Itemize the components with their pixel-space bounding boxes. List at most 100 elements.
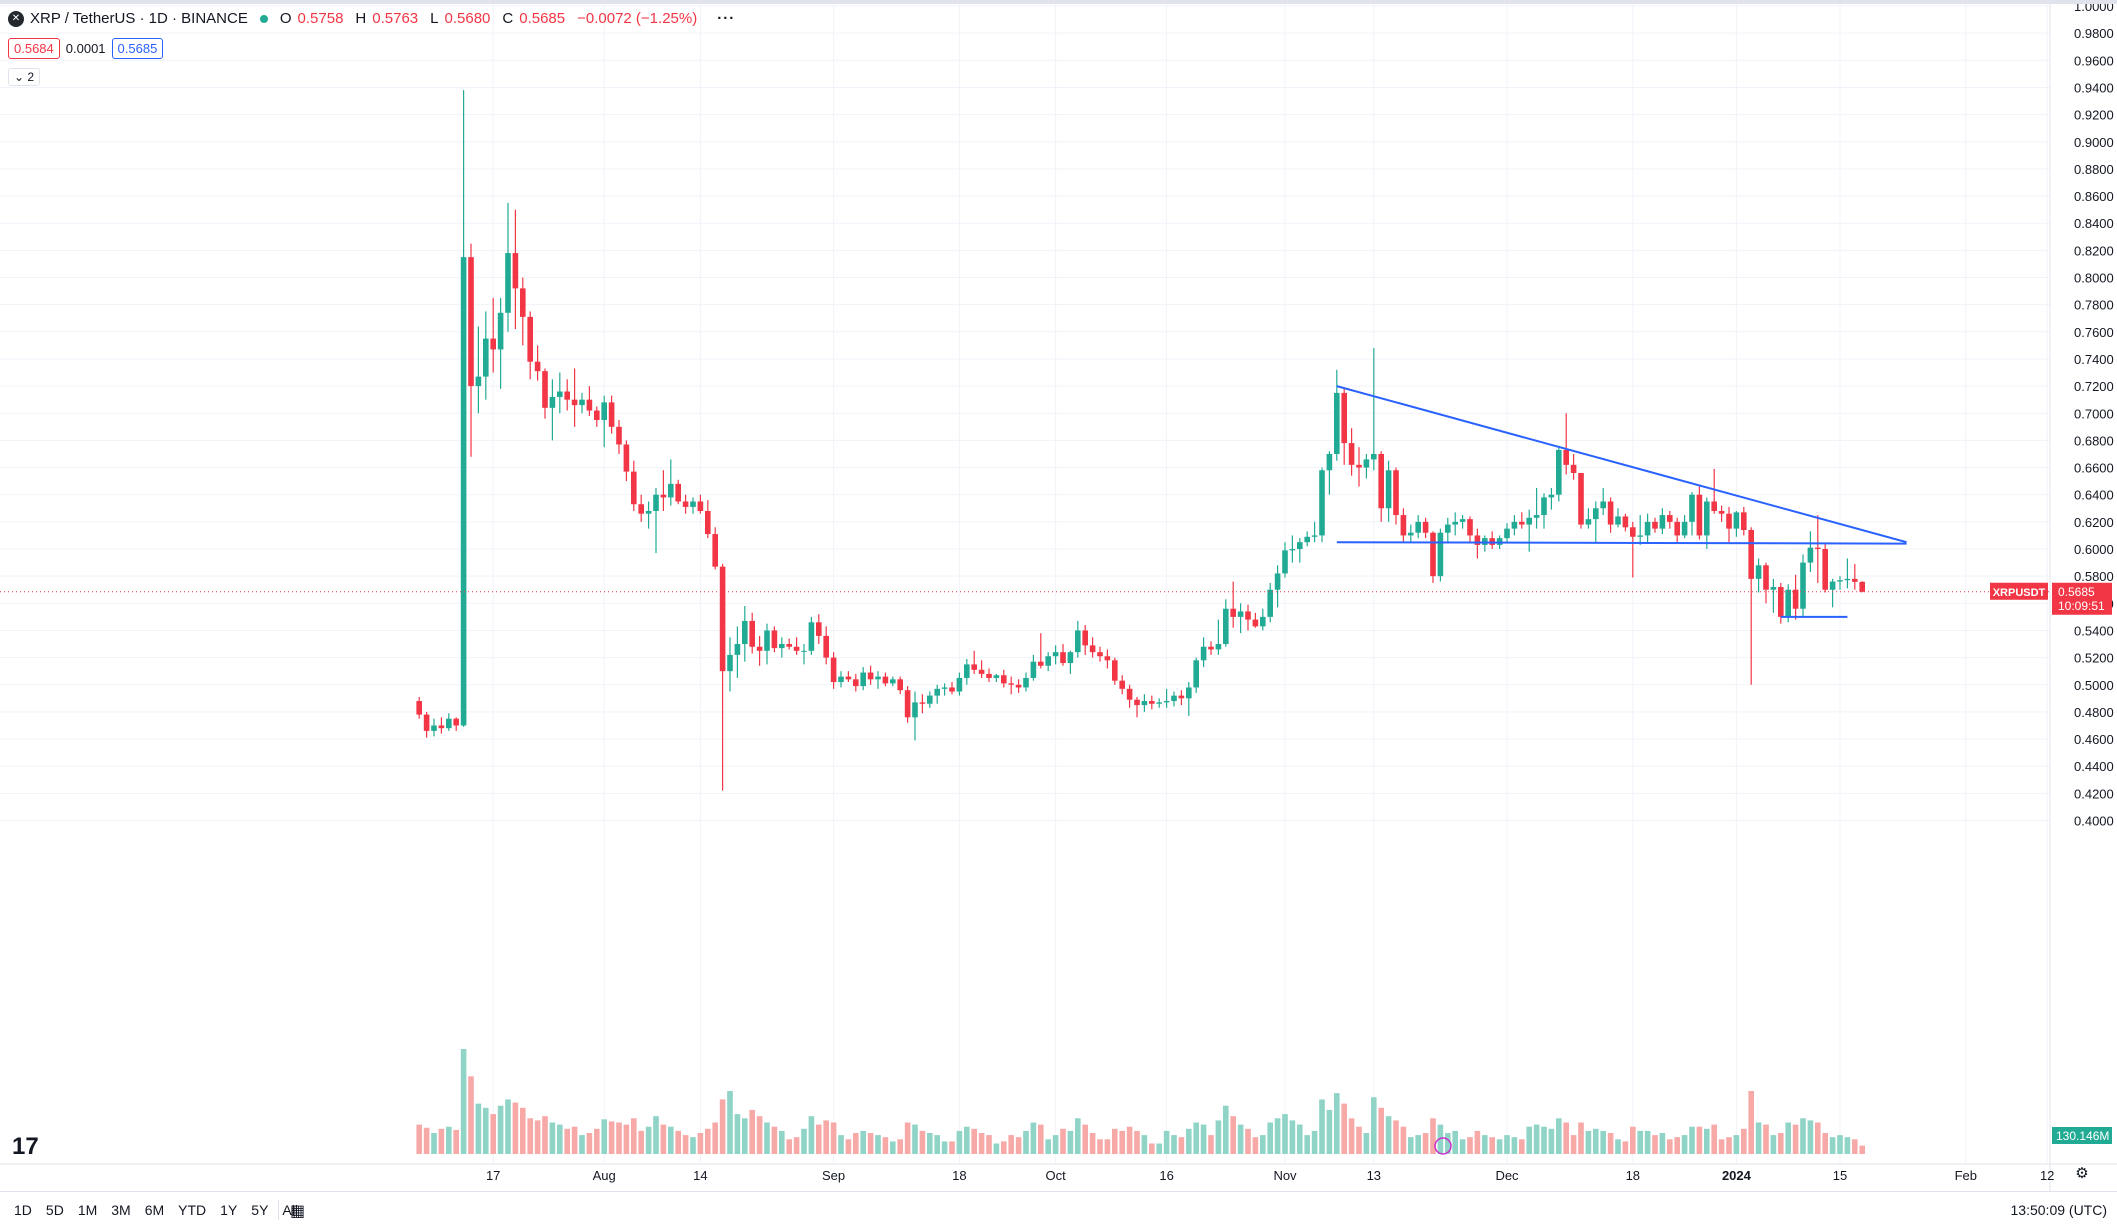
price-tick-label: 0.7400 [2074,352,2114,367]
candle-body [608,402,615,427]
candle [542,368,548,419]
range-6m[interactable]: 6M [144,1202,165,1218]
candle [608,395,615,434]
utc-clock[interactable]: 13:50:09 (UTC) [2010,1202,2107,1218]
volume-bar [779,1130,785,1154]
price-tick-label: 0.7000 [2074,406,2114,421]
volume-bar [1393,1120,1399,1154]
candle [734,626,741,678]
sell-price-button[interactable]: 0.5684 [8,38,60,59]
candle [875,671,881,689]
volume-bar [845,1139,852,1154]
candle [1297,538,1303,563]
candle [638,494,644,522]
candle-body [549,396,556,408]
candle-body [1652,521,1658,529]
candle [1519,512,1525,529]
candle [675,479,681,505]
candle [594,406,600,427]
candle [1304,531,1310,547]
price-tick-label: 0.6000 [2074,542,2114,557]
candle-body [542,371,548,408]
volume-bar [719,1099,726,1154]
candle-body [1378,453,1384,509]
price-axis[interactable]: 1.0000 0.9800 0.9600 0.9400 0.9200 0.9000 0.88… [2049,4,2114,1191]
candle-body [964,664,970,678]
volume-badge-bg [2052,1127,2112,1144]
volume-bar [1726,1137,1732,1154]
candle [586,386,593,416]
candle-body [1667,515,1673,522]
candle-body [1489,538,1495,545]
candle [993,673,1000,683]
volume-bar [1015,1137,1022,1154]
volume-bar [594,1128,600,1154]
candle [557,372,563,414]
range-1d[interactable]: 1D [14,1202,32,1218]
candle [416,696,422,719]
calendar-icon[interactable]: ▦ [290,1203,306,1220]
volume-bar [1282,1114,1288,1154]
time-tick-label: 16 [1159,1168,1173,1183]
price-tick-label: 0.5800 [2074,569,2114,584]
candle-body [1163,701,1170,703]
range-ytd[interactable]: YTD [178,1202,207,1218]
candle-body [1319,470,1325,536]
candle-body [1052,652,1059,657]
trendlines-layer[interactable] [0,385,2050,618]
candle-body [1237,611,1244,617]
volume-bar [749,1109,755,1154]
volume-bar [1104,1139,1111,1154]
range-1m[interactable]: 1M [77,1202,98,1218]
symbol-badge: XRPUSDT [1993,587,2046,599]
candle-body [830,657,837,683]
range-5d[interactable]: 5D [45,1202,64,1218]
volume-bar [1637,1130,1643,1154]
candle-body [1223,608,1229,645]
candle [1807,531,1814,573]
candle [867,665,874,685]
candle [1030,654,1037,681]
volume-bar [1030,1122,1037,1154]
volume-bar [860,1130,866,1154]
volume-bar [1748,1091,1754,1154]
candle [1274,565,1281,608]
indicators-toggle[interactable]: ⌄ 2 [8,68,41,86]
symbol-title[interactable]: XRP / TetherUS · 1D · BINANCE [30,10,248,27]
volume-bar [941,1141,948,1154]
candle-body [860,672,866,687]
candle-body [490,338,496,350]
candle-body [616,426,622,445]
price-tick-label: 0.9200 [2074,108,2114,123]
volume-bar [1829,1137,1836,1154]
candle-body [1408,532,1414,536]
volume-bar [927,1133,933,1154]
more-options-icon[interactable]: ··· [717,10,736,27]
candle-body [1311,535,1318,537]
range-1y[interactable]: 1Y [220,1202,238,1218]
range-5y[interactable]: 5Y [251,1202,269,1218]
volume-bar [1622,1141,1629,1154]
price-tick-label: 0.8400 [2074,216,2114,231]
candle-body [764,630,770,651]
time-axis[interactable]: 17Aug14Sep18Oct16Nov13Dec18202415Feb12Ma… [0,1163,2117,1183]
candle [1215,619,1222,655]
range-3m[interactable]: 3M [111,1202,131,1218]
last-price-badge: 0.5685 [2058,585,2095,599]
volume-bar [786,1139,792,1154]
volume-bar [1585,1130,1592,1154]
volume-bar [490,1114,496,1154]
candle-body [438,725,445,729]
volume-bar [712,1122,718,1154]
buy-price-button[interactable]: 0.5685 [111,38,164,59]
candle [497,297,504,389]
candle-body [1348,443,1355,465]
ohlc-high-value: 0.5763 [372,10,419,27]
candle [1023,672,1029,692]
volume-bar [919,1130,926,1154]
candle [1378,451,1384,522]
range-all[interactable]: All [282,1202,298,1218]
volume-bar [638,1130,644,1154]
candle [823,626,829,665]
chart-canvas[interactable]: 1.0000 0.9800 0.9600 0.9400 0.9200 0.9000 0.88… [0,4,2117,1191]
